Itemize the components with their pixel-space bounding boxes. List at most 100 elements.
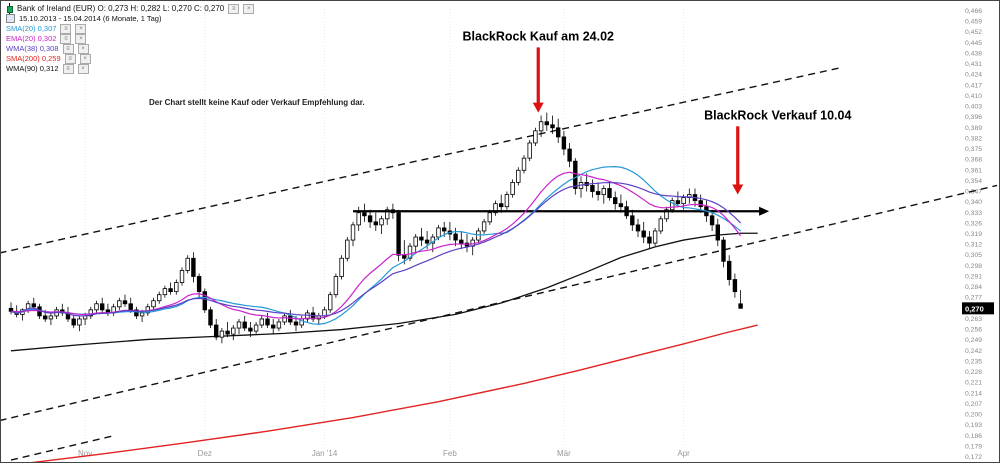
candle-body: [88, 309, 93, 317]
ma-line-SMA(200): [31, 324, 758, 462]
candle-body: [441, 227, 447, 232]
candle-body: [407, 245, 413, 259]
candle-body: [453, 233, 458, 241]
candle-body: [664, 209, 669, 220]
y-axis-label: 0,312: [965, 242, 982, 249]
indicator-close-button[interactable]: ×: [77, 43, 89, 54]
candle-body: [282, 315, 287, 323]
trendline-channel-lower[interactable]: [1, 184, 998, 421]
indicator-settings-button[interactable]: ≡: [60, 23, 72, 34]
horizontal-line-arrowhead: [759, 206, 770, 216]
indicator-settings-button[interactable]: ≡: [62, 63, 74, 74]
candle-body: [362, 212, 367, 217]
disclaimer-text: Der Chart stellt keine Kauf oder Verkauf…: [149, 98, 365, 107]
candle-body: [595, 191, 601, 195]
y-axis-label: 0,452: [965, 29, 982, 36]
candle-body: [613, 197, 618, 205]
candle-body: [493, 203, 498, 214]
chart-legend: Bank of Ireland (EUR) O: 0,273 H: 0,282 …: [6, 3, 255, 74]
y-axis-label: 0,417: [965, 82, 982, 89]
x-axis-label: Jan '14: [312, 449, 338, 458]
x-axis-label: Apr: [677, 449, 690, 458]
candle-body: [698, 200, 703, 208]
candle-body: [635, 224, 641, 232]
ma-line-WMA(90): [10, 232, 758, 352]
y-axis-label: 0,172: [965, 454, 982, 461]
candle-body: [43, 315, 48, 320]
calendar-icon: [6, 14, 15, 23]
y-axis-label: 0,347: [965, 189, 982, 196]
y-axis-label: 0,326: [965, 220, 982, 227]
candle-body: [305, 312, 310, 320]
candle-body: [31, 303, 36, 308]
annotation-label: BlackRock Verkauf 10.04: [704, 108, 851, 122]
y-axis-label: 0,305: [965, 252, 982, 259]
candle-body: [77, 318, 82, 326]
candle-body: [191, 257, 196, 277]
ma-line-WMA(38): [10, 181, 742, 317]
candle-body: [590, 185, 595, 192]
candle-body: [174, 282, 179, 293]
candle-body: [573, 160, 578, 189]
trendline-channel-lower-outer[interactable]: [10, 435, 114, 461]
indicator-close-button[interactable]: ×: [75, 33, 87, 44]
indicator-settings-button[interactable]: ≡: [60, 33, 72, 44]
y-axis-label: 0,242: [965, 348, 982, 355]
candle-body: [516, 169, 521, 183]
y-axis-label: 0,389: [965, 125, 982, 132]
candle-body: [424, 239, 430, 244]
indicator-close-button[interactable]: ×: [77, 63, 89, 74]
indicator-close-button[interactable]: ×: [79, 53, 91, 64]
instrument-settings-button[interactable]: ≡: [228, 3, 240, 14]
candle-body: [527, 142, 532, 159]
y-axis-label: 0,263: [965, 316, 982, 323]
indicator-settings-button[interactable]: ≡: [62, 43, 74, 54]
indicator-close-button[interactable]: ×: [75, 23, 87, 34]
candle-body: [356, 212, 361, 226]
candle-body: [288, 315, 293, 323]
candle-body: [533, 130, 538, 144]
candle-body: [556, 127, 561, 138]
y-axis-label: 0,186: [965, 433, 982, 440]
candle-body: [681, 197, 686, 205]
indicator-row-ema20: EMA(20) 0,302 ≡ ×: [6, 33, 254, 44]
candle-body: [727, 260, 732, 280]
y-axis-label: 0,459: [965, 19, 982, 26]
y-axis-label: 0,403: [965, 104, 982, 111]
candle-body: [100, 303, 105, 311]
candle-body: [652, 230, 658, 244]
indicator-label-wma38: WMA(38) 0,308: [6, 44, 59, 53]
y-axis-label: 0,214: [965, 390, 982, 397]
candle-body: [196, 276, 202, 293]
current-price-tag-text: 0,270: [965, 304, 984, 313]
candle-body: [521, 157, 527, 171]
candle-body: [151, 300, 156, 308]
candle-body: [213, 324, 219, 338]
y-axis-label: 0,354: [965, 178, 982, 185]
candle-body: [327, 294, 333, 311]
candle-body: [156, 294, 162, 302]
y-axis-label: 0,410: [965, 93, 982, 100]
candle-body: [185, 257, 190, 271]
candle-body: [379, 218, 384, 226]
indicator-settings-button[interactable]: ≡: [64, 53, 76, 64]
candle-body: [738, 303, 743, 309]
candle-body: [117, 300, 122, 308]
candle-body: [384, 209, 390, 220]
y-axis-label: 0,284: [965, 284, 982, 291]
candle-body: [396, 212, 401, 256]
candle-body: [630, 215, 635, 226]
candle-body: [242, 321, 247, 329]
instrument-close-button[interactable]: ×: [243, 3, 255, 14]
y-axis-label: 0,438: [965, 50, 982, 57]
candle-body: [670, 200, 675, 211]
y-axis-label: 0,207: [965, 401, 982, 408]
candle-body: [202, 291, 207, 311]
candle-body: [139, 312, 145, 317]
indicator-label-sma20: SMA(20) 0,307: [6, 24, 57, 33]
candle-body: [658, 218, 663, 232]
indicator-label-sma200: SMA(200) 0,259: [6, 54, 61, 63]
candle-body: [601, 188, 606, 195]
